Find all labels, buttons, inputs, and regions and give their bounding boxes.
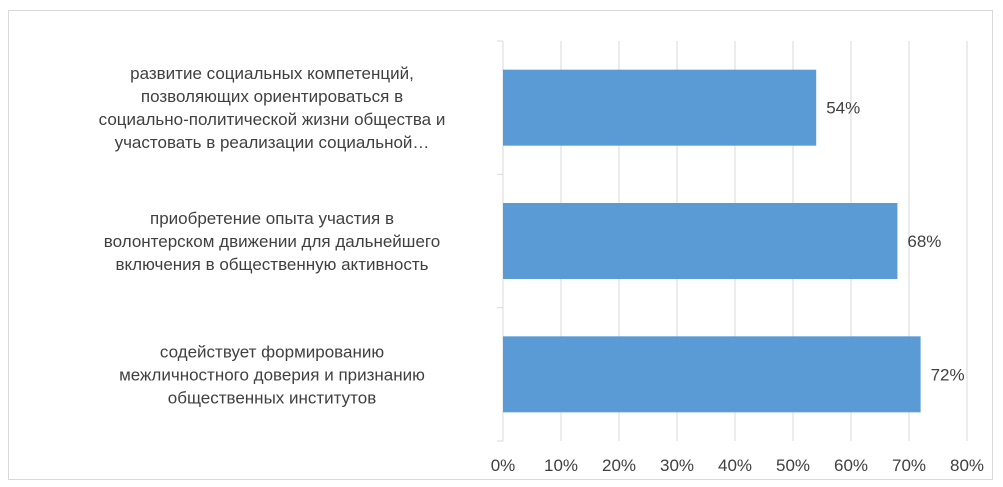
bar-chart: 54% развитие социальных компетенций, позво…	[99, 40, 984, 475]
category-label: развитие социальных компетенций, позволяю…	[99, 64, 446, 152]
data-label: 54%	[826, 99, 860, 118]
x-tick-label: 70%	[892, 456, 926, 475]
x-tick-label: 30%	[660, 456, 694, 475]
data-label: 68%	[907, 232, 941, 251]
x-tick-label: 40%	[718, 456, 752, 475]
x-tick-label: 20%	[602, 456, 636, 475]
bar	[503, 203, 898, 279]
chart-frame: 54% развитие социальных компетенций, позво…	[8, 10, 993, 480]
x-tick-label: 80%	[950, 456, 984, 475]
data-label: 72%	[931, 365, 965, 384]
category-label: содействует формированию межличностного д…	[119, 342, 425, 407]
bar	[503, 69, 817, 146]
x-tick-label: 50%	[776, 456, 810, 475]
x-tick-label: 0%	[491, 456, 516, 475]
x-tick-label: 10%	[544, 456, 578, 475]
category-label: приобретение опыта участия в волонтерском…	[104, 209, 440, 274]
bar	[503, 336, 921, 413]
x-tick-label: 60%	[834, 456, 868, 475]
